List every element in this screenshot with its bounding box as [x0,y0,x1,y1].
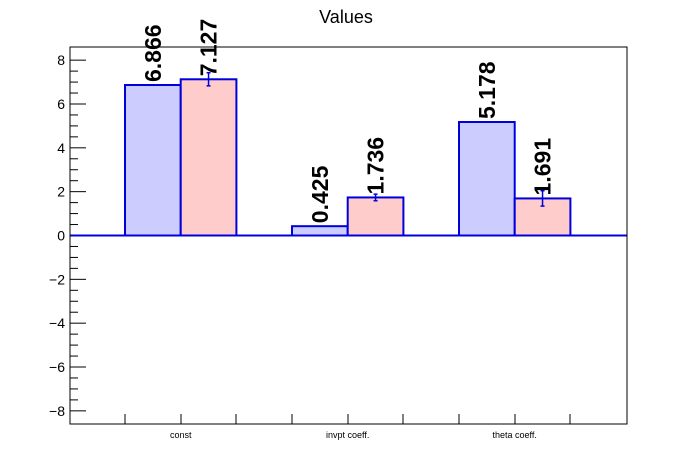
data-label: 6.866 [140,24,166,82]
bar-const-series-1 [124,84,182,237]
x-category-label: invpt coeff. [326,430,369,440]
bar-invpt-coeff--series-2 [346,196,405,237]
plot-area: −8 −6 −4 −2 0 2 4 6 8 6.866 0.425 5.178 7.127 1.736 1.… [49,19,627,440]
chart-title: Values [319,7,373,27]
bar-theta-coeff--series-1 [458,121,516,237]
y-tick-label: 0 [57,228,65,244]
y-tick-label: 2 [57,184,65,200]
y-tick-label: 8 [57,52,65,68]
y-tick-label: −4 [49,315,65,331]
data-label: 5.178 [474,61,500,119]
bar-const-series-2 [179,78,238,237]
bar-invpt-coeff--series-1 [291,225,349,237]
data-label: 1.691 [530,138,556,196]
y-tick-label: 4 [57,140,65,156]
data-label: 0.425 [307,165,333,223]
y-tick-label: −2 [49,271,65,287]
plot-frame [69,46,628,425]
y-tick-label: −8 [49,403,65,419]
x-category-label: theta coeff. [493,430,537,440]
data-label: 1.736 [363,137,389,195]
y-tick-label: −6 [49,359,65,375]
data-label: 7.127 [196,19,222,77]
x-category-label: const [170,430,192,440]
y-tick-label: 6 [57,96,65,112]
